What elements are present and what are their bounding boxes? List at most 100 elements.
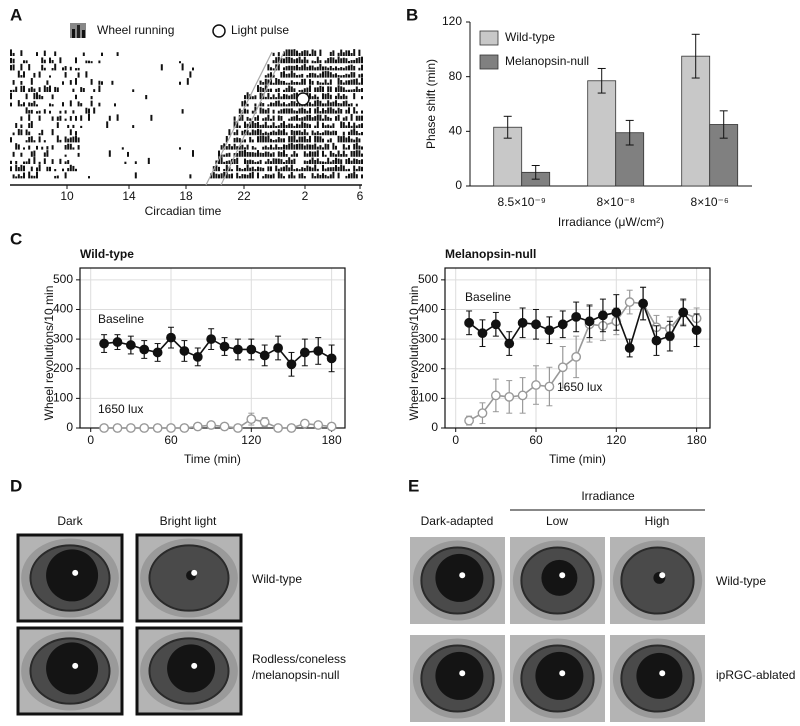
activity-bar — [59, 139, 62, 143]
activity-bar — [270, 67, 272, 71]
phase-line — [205, 51, 273, 186]
activity-bar — [293, 135, 296, 143]
activity-bar — [283, 67, 285, 71]
activity-bar — [293, 82, 296, 85]
activity-bar — [327, 71, 330, 78]
activity-bar — [327, 116, 330, 121]
activity-bar — [264, 173, 267, 179]
activity-bar — [267, 88, 270, 92]
x-tick-label: 10 — [60, 189, 74, 203]
activity-bar — [101, 52, 103, 56]
legend-swatch — [77, 25, 80, 38]
activity-bar — [319, 64, 322, 71]
activity-bar — [358, 74, 361, 78]
series-label: 1650 lux — [98, 402, 143, 416]
activity-bar — [350, 113, 353, 121]
activity-bar — [348, 50, 350, 56]
activity-bar — [290, 101, 293, 107]
activity-bar — [342, 122, 345, 128]
column-label: Dark-adapted — [421, 514, 494, 528]
activity-bar — [262, 176, 265, 179]
activity-bar — [249, 172, 252, 179]
activity-bar — [93, 89, 96, 92]
activity-bar — [298, 74, 301, 78]
activity-bar — [264, 78, 267, 85]
activity-bar — [38, 136, 41, 143]
activity-bar — [25, 60, 28, 64]
activity-bar — [244, 158, 246, 164]
activity-bar — [246, 123, 249, 128]
activity-bar — [283, 102, 285, 107]
activity-bar — [329, 107, 332, 114]
activity-bar — [327, 86, 330, 92]
activity-bar — [259, 124, 262, 128]
activity-bar — [62, 168, 64, 172]
activity-bar — [280, 167, 283, 172]
activity-bar — [319, 73, 322, 78]
activity-bar — [324, 114, 327, 121]
activity-bar — [329, 51, 332, 56]
activity-bar — [335, 87, 337, 92]
activity-bar — [249, 118, 252, 121]
activity-bar — [322, 161, 324, 164]
eye-photo — [410, 635, 505, 722]
activity-bar — [33, 157, 36, 164]
column-label: Bright light — [160, 514, 217, 528]
activity-bar — [316, 56, 319, 64]
activity-bar — [335, 130, 337, 136]
activity-bar — [246, 116, 249, 121]
activity-bar — [327, 157, 330, 164]
x-tick-label: 22 — [237, 189, 251, 203]
activity-bar — [51, 104, 54, 107]
activity-bar — [218, 166, 220, 172]
activity-bar — [254, 161, 257, 164]
activity-bar — [251, 160, 254, 164]
activity-bar — [280, 152, 283, 157]
activity-bar — [59, 158, 62, 164]
activity-bar — [348, 157, 350, 164]
activity-bar — [355, 159, 358, 164]
activity-bar — [218, 174, 220, 179]
activity-bar — [296, 50, 298, 56]
activity-bar — [337, 52, 340, 56]
activity-bar — [348, 145, 350, 150]
activity-bar — [288, 85, 291, 92]
activity-bar — [337, 114, 340, 121]
row-label: /melanopsin-null — [252, 668, 339, 682]
activity-bar — [20, 164, 23, 172]
activity-bar — [10, 160, 12, 164]
activity-bar — [101, 81, 103, 85]
activity-bar — [241, 130, 244, 136]
activity-bar — [17, 70, 20, 78]
activity-bar — [51, 60, 54, 64]
activity-bar — [358, 88, 361, 92]
activity-bar — [275, 165, 278, 172]
activity-bar — [345, 125, 348, 128]
activity-bar — [69, 100, 72, 107]
activity-bar — [56, 175, 59, 179]
activity-bar — [337, 166, 340, 172]
activity-bar — [306, 115, 309, 121]
activity-bar — [36, 145, 38, 150]
activity-bar — [257, 128, 259, 136]
activity-bar — [262, 153, 265, 157]
activity-bar — [236, 129, 239, 136]
activity-bar — [267, 125, 270, 128]
activity-bar — [218, 150, 220, 157]
panel-label: E — [408, 476, 419, 495]
activity-bar — [49, 57, 51, 64]
activity-bar — [15, 176, 18, 179]
activity-bar — [28, 88, 31, 92]
activity-bar — [283, 89, 285, 92]
activity-bar — [361, 174, 363, 179]
activity-bar — [361, 56, 363, 64]
activity-bar — [270, 125, 272, 128]
activity-bar — [275, 131, 278, 136]
data-point — [179, 423, 190, 433]
activity-bar — [332, 171, 335, 179]
activity-bar — [288, 49, 291, 56]
activity-bar — [51, 94, 54, 100]
data-point — [192, 351, 203, 362]
activity-bar — [342, 165, 345, 172]
activity-bar — [264, 75, 267, 78]
